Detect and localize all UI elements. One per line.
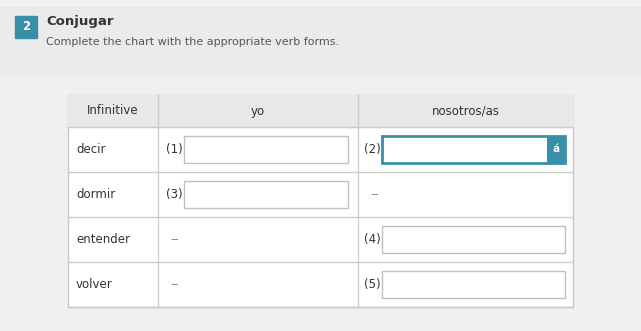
Bar [382, 136, 565, 163]
Bar [0, 8, 641, 76]
Text: --: -- [170, 278, 179, 291]
Bar [184, 181, 348, 208]
Bar [68, 95, 573, 307]
Bar [382, 226, 565, 253]
Text: --: -- [170, 233, 179, 246]
Text: (3): (3) [166, 188, 183, 201]
Text: 2: 2 [22, 21, 30, 33]
Text: Conjugar: Conjugar [46, 16, 113, 28]
Text: á: á [553, 145, 560, 155]
Text: Infinitive: Infinitive [87, 105, 139, 118]
Text: decir: decir [76, 143, 106, 156]
Text: (1): (1) [166, 143, 183, 156]
Text: (2): (2) [364, 143, 381, 156]
Text: Complete the chart with the appropriate verb forms.: Complete the chart with the appropriate … [46, 37, 339, 47]
Text: volver: volver [76, 278, 113, 291]
Bar [15, 16, 37, 38]
Bar [184, 136, 348, 163]
Text: nosotros/as: nosotros/as [431, 105, 499, 118]
Bar [382, 271, 565, 298]
Text: --: -- [370, 188, 379, 201]
Bar [547, 136, 565, 163]
Text: yo: yo [251, 105, 265, 118]
Text: dormir: dormir [76, 188, 115, 201]
Bar [68, 95, 573, 127]
Text: (5): (5) [364, 278, 381, 291]
Text: (4): (4) [364, 233, 381, 246]
Text: entender: entender [76, 233, 130, 246]
